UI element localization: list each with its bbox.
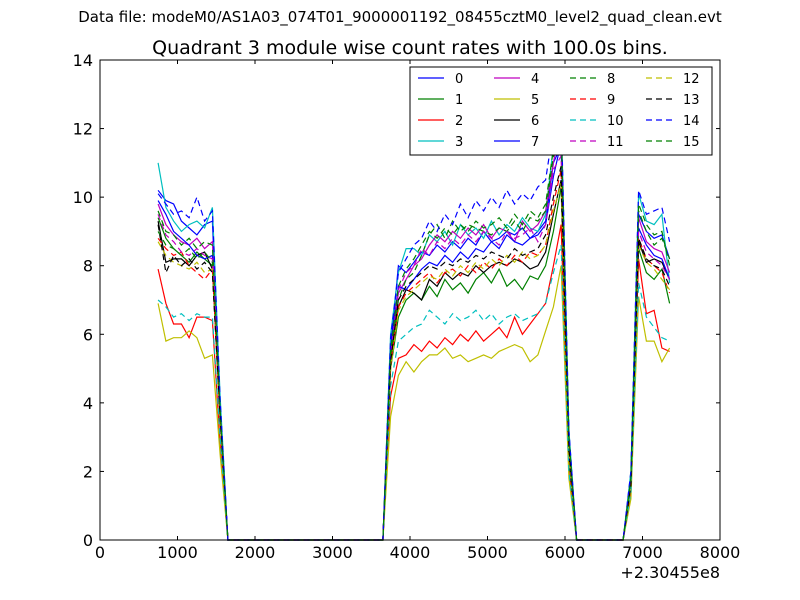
axis-ticks: 0 1000 2000 3000 4000 5000 6000 7000 80000246810…	[73, 51, 741, 562]
x-tick-label: 0	[95, 543, 105, 562]
y-tick-label: 12	[73, 120, 93, 139]
legend-label-3: 3	[455, 135, 463, 150]
x-offset-label: +2.30455e8	[620, 563, 720, 582]
x-tick-label: 7000	[622, 543, 663, 562]
series-line-2	[157, 224, 670, 541]
data-file-supertitle: Data file: modeM0/AS1A03_074T01_90000011…	[78, 8, 722, 26]
legend-label-15: 15	[683, 135, 700, 150]
series-line-7	[157, 142, 671, 541]
x-tick-label: 3000	[312, 543, 353, 562]
chart-title: Quadrant 3 module wise count rates with …	[152, 37, 668, 59]
x-tick-label: 6000	[545, 543, 586, 562]
y-tick-label: 10	[73, 188, 93, 207]
series-line-5	[157, 265, 671, 541]
series-line-13	[157, 166, 671, 541]
series-line-3	[157, 111, 671, 541]
legend-label-14: 14	[683, 114, 700, 129]
legend-label-2: 2	[455, 114, 463, 129]
y-tick-label: 14	[73, 51, 93, 70]
legend-label-11: 11	[607, 135, 624, 150]
legend-label-0: 0	[455, 72, 463, 87]
series-line-14	[157, 107, 671, 541]
legend-label-8: 8	[607, 72, 615, 87]
x-tick-label: 8000	[700, 543, 741, 562]
legend-label-6: 6	[531, 114, 539, 129]
x-tick-label: 4000	[390, 543, 431, 562]
legend-label-10: 10	[607, 114, 624, 129]
legend-label-9: 9	[607, 93, 615, 108]
legend-label-13: 13	[683, 93, 700, 108]
legend-label-7: 7	[531, 135, 539, 150]
series-line-6	[157, 179, 671, 541]
series-line-8	[157, 124, 671, 541]
x-tick-label: 1000	[157, 543, 198, 562]
legend-label-1: 1	[455, 93, 463, 108]
series-line-9	[157, 169, 671, 541]
legend-label-12: 12	[683, 72, 700, 87]
series-line-11	[157, 153, 671, 541]
y-tick-label: 2	[83, 462, 93, 481]
legend-label-5: 5	[531, 93, 539, 108]
y-tick-label: 4	[83, 394, 93, 413]
y-tick-label: 0	[83, 531, 93, 550]
legend-box	[409, 66, 713, 156]
series-line-1	[157, 186, 671, 541]
y-tick-label: 8	[83, 257, 93, 276]
series-line-4	[157, 121, 671, 541]
legend-label-4: 4	[531, 72, 539, 87]
series-line-0	[157, 145, 671, 541]
series-lines	[157, 107, 671, 541]
series-line-10	[157, 244, 670, 541]
x-tick-label: 5000	[467, 543, 508, 562]
x-tick-label: 2000	[235, 543, 276, 562]
series-line-15	[157, 128, 671, 541]
series-line-12	[157, 183, 671, 541]
y-tick-label: 6	[83, 325, 93, 344]
